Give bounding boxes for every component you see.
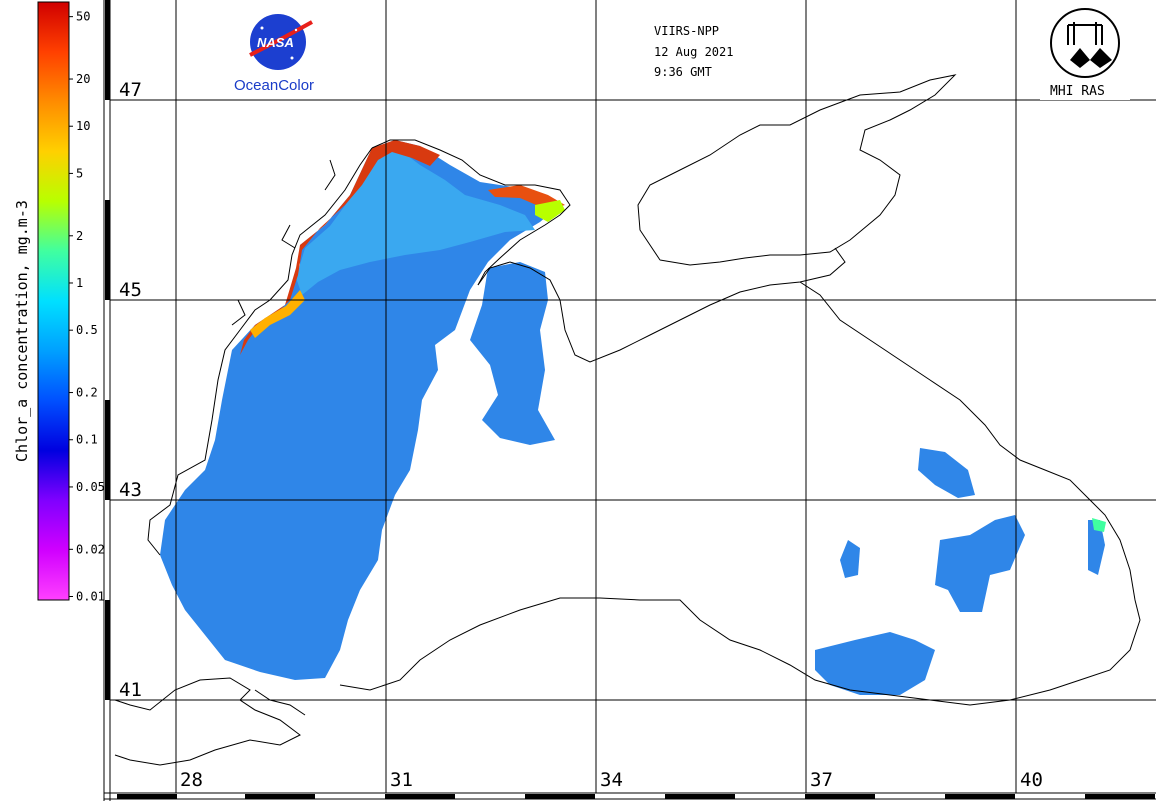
nasa-logo: NASA OceanColor	[225, 8, 335, 96]
rivers-nw	[231, 159, 336, 326]
crimea-shelf-yellow	[535, 200, 565, 222]
coast-north	[371, 139, 571, 286]
bottom-ruler	[104, 792, 1156, 800]
nasa-swoosh	[249, 20, 313, 57]
coastline	[114, 74, 1141, 766]
longitude-labels: 28 31 34 37 40	[180, 769, 1043, 791]
colorbar-title: Chlor_a concentration, mg.m-3	[13, 200, 31, 462]
mhi-ras-wordmark: MHI RAS	[1050, 84, 1105, 99]
colorbar: 50 20 10 5 2 1 0.5 0.2 0.1 0.05 0.02 0.01 Chlor_a c…	[13, 1, 105, 604]
lon-label-37: 37	[810, 769, 833, 791]
colorbar-tick-label: 0.05	[76, 480, 105, 494]
lon-label-34: 34	[600, 769, 623, 791]
lat-label-41: 41	[119, 679, 142, 701]
lon-label-40: 40	[1020, 769, 1043, 791]
latitude-labels: 47 45 43 41	[119, 79, 142, 701]
colorbar-tick-label: 5	[76, 166, 83, 180]
colorbar-tick-label: 0.02	[76, 542, 105, 556]
graticule	[110, 0, 1156, 793]
mhi-emblem-tower	[1067, 22, 1103, 45]
nasa-wordmark: NASA	[257, 35, 294, 50]
colorbar-tick-label: 0.01	[76, 590, 105, 604]
east-patch-3	[935, 515, 1025, 612]
nw-shelf-chlorophyll	[296, 148, 535, 295]
danube-high-chlorophyll	[250, 290, 305, 338]
image-date: 12 Aug 2021	[654, 45, 733, 59]
lon-label-31: 31	[390, 769, 413, 791]
left-ruler	[103, 0, 111, 801]
east-patch-1	[918, 448, 975, 498]
colorbar-ticks: 50 20 10 5 2 1 0.5 0.2 0.1 0.05 0.02 0.01	[69, 10, 105, 604]
mhi-emblem-waves	[1058, 48, 1112, 68]
colorbar-tick-label: 0.2	[76, 386, 98, 400]
chlorophyll-field	[160, 140, 1106, 695]
sensor-name: VIIRS-NPP	[654, 24, 719, 38]
lat-label-47: 47	[119, 79, 142, 101]
coast-west-north	[114, 677, 301, 766]
coast-bosphorus	[254, 689, 306, 716]
oceancolor-wordmark: OceanColor	[234, 77, 314, 94]
colorbar-strip	[37, 1, 70, 601]
colorbar-tick-label: 20	[76, 72, 90, 86]
west-basin-chlorophyll	[160, 140, 560, 680]
colorbar-tick-label: 1	[76, 276, 83, 290]
mhi-emblem-circle	[1050, 8, 1120, 78]
mhi-ras-logo: MHI RAS	[1040, 8, 1130, 100]
image-time: 9:36 GMT	[654, 65, 712, 79]
colorbar-tick-label: 2	[76, 229, 83, 243]
colorbar-tick-label: 50	[76, 10, 90, 24]
lon-label-28: 28	[180, 769, 203, 791]
crimea-west-patch	[470, 262, 555, 445]
coast-west	[147, 147, 373, 556]
coastal-high-chlorophyll	[240, 140, 440, 355]
colorbar-tick-label: 0.5	[76, 323, 98, 337]
east-patch-4	[815, 632, 935, 695]
lat-label-43: 43	[119, 479, 142, 501]
lat-label-45: 45	[119, 279, 142, 301]
colorbar-tick-label: 0.1	[76, 433, 98, 447]
coast-azov	[637, 74, 957, 266]
east-patch-2	[840, 540, 860, 578]
coast-east	[339, 281, 1141, 706]
colorbar-tick-label: 10	[76, 119, 90, 133]
east-patch-green	[1092, 518, 1106, 532]
header-info: VIIRS-NPP 12 Aug 2021 9:36 GMT	[634, 18, 754, 84]
east-patch-5	[1088, 520, 1105, 575]
